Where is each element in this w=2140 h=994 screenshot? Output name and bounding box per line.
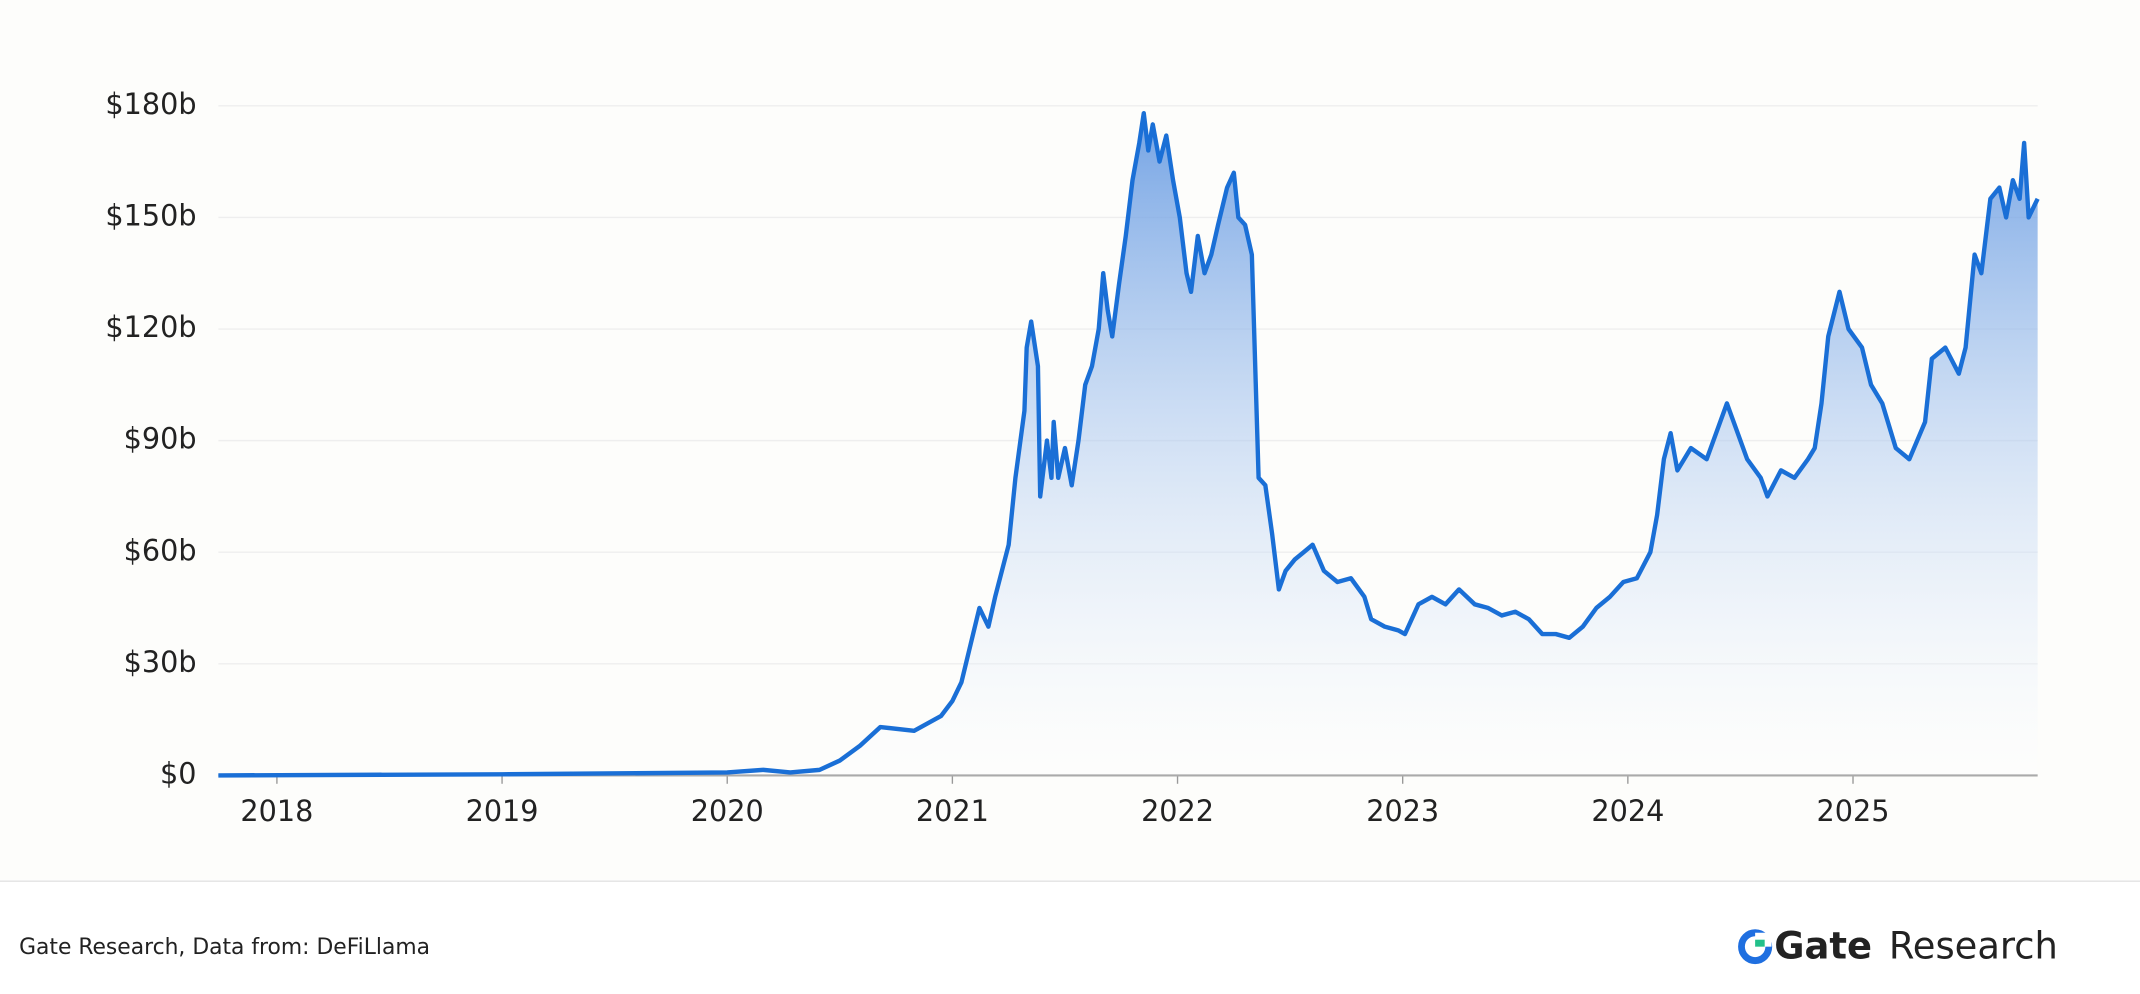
x-tick-label: 2021 <box>916 794 989 828</box>
area-fill <box>218 113 2038 776</box>
y-tick-label: $180b <box>105 87 196 121</box>
y-tick-label: $30b <box>124 645 197 679</box>
x-tick-label: 2024 <box>1591 794 1664 828</box>
source-note: Gate Research, Data from: DeFiLlama <box>19 935 430 960</box>
y-tick-label: $120b <box>105 310 196 344</box>
y-tick-label: $150b <box>105 198 196 232</box>
y-tick-label: $0 <box>160 756 196 790</box>
x-tick-label: 2020 <box>691 794 764 828</box>
x-tick-label: 2023 <box>1366 794 1439 828</box>
brand-logo: Gate Research <box>1738 923 2058 968</box>
x-tick-label: 2022 <box>1141 794 1214 828</box>
line <box>218 111 2040 778</box>
x-tick-label: 2019 <box>466 794 539 828</box>
y-tick-label: $90b <box>124 421 197 455</box>
brand-suffix: Research <box>1889 923 2058 967</box>
x-tick-label: 2025 <box>1817 794 1890 828</box>
brand-name: Gate <box>1774 923 1872 967</box>
y-tick-label: $60b <box>124 533 197 567</box>
x-tick-label: 2018 <box>240 794 313 828</box>
